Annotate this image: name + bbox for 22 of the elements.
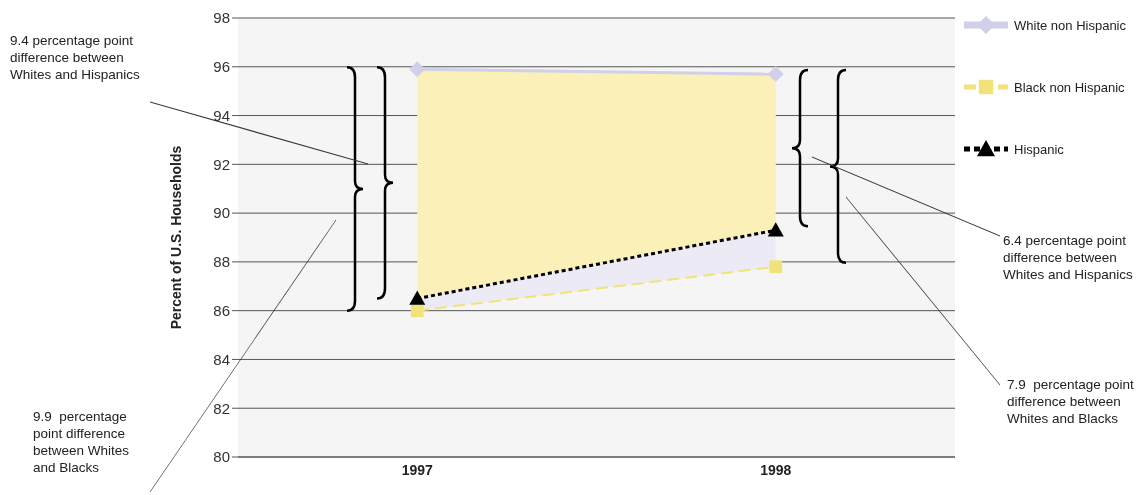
y-tick-label: 98	[213, 9, 230, 27]
point	[410, 304, 424, 318]
text: 9.9 percentage point difference between Whites and Blacks	[33, 408, 131, 476]
legend-label: Hispanic	[1014, 141, 1064, 157]
text: 7.9 percentage point difference between Whites and Blacks	[1007, 376, 1135, 427]
text: 9.4 percentage point difference between Whites and Hispanics	[10, 32, 141, 83]
text: 6.4 percentage point difference between Whites and Hispanics	[1003, 232, 1133, 283]
y-axis-title: Percent of U.S. Households	[167, 145, 184, 330]
y-tick-label: 96	[213, 58, 230, 76]
point	[409, 61, 426, 78]
x-tick-label: 1997	[401, 461, 434, 478]
y-tick-label: 94	[213, 106, 230, 124]
y-tick-label: 80	[213, 448, 230, 466]
y-tick-label: 86	[213, 301, 230, 319]
x-tick-label: 1998	[760, 461, 792, 478]
y-tick-label: 88	[213, 253, 230, 271]
y-tick-label: 92	[213, 155, 230, 173]
y-tick-label: 84	[213, 350, 230, 368]
legend-label: Black non Hispanic	[1014, 79, 1125, 95]
y-tick-label: 82	[213, 399, 230, 417]
legend-label: White non Hispanic	[1014, 17, 1126, 33]
y-tick-label: 90	[213, 204, 230, 222]
